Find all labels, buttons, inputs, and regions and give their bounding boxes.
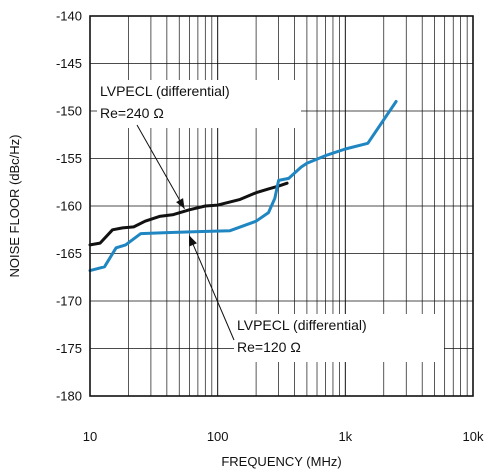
tick-labels: -140 -145 -150 -155 -160 -165 -170 -175 -180 10 10…: [56, 9, 484, 445]
y-tick-label: -180: [56, 389, 82, 404]
annotation-arrow-2-head: [189, 235, 197, 247]
annotations: LVPECL (differential) Re=240 Ω LVPECL (dif…: [97, 80, 444, 362]
annotation-text-1: Re=240 Ω: [100, 105, 164, 121]
plot-frame: [89, 15, 474, 397]
annotation-arrow-2-line: [188, 235, 235, 341]
y-tick-label: -165: [56, 246, 82, 261]
annotation-arrow-1-head: [176, 198, 185, 209]
x-tick-label: 10: [83, 429, 97, 444]
annotation-box-1: [97, 80, 301, 128]
y-tick-label: -150: [56, 104, 82, 119]
annotation-text-2: Re=120 Ω: [237, 339, 301, 355]
annotation-box-2: [234, 314, 444, 362]
y-tick-label: -140: [56, 9, 82, 24]
x-tick-label: 100: [207, 429, 229, 444]
annotation-text-2: LVPECL (differential): [237, 317, 367, 333]
x-axis-label: FREQUENCY (MHz): [221, 454, 341, 469]
y-tick-label: -175: [56, 341, 82, 356]
x-tick-label: 10k: [463, 429, 484, 444]
y-axis-label: NOISE FLOOR (dBc/Hz): [7, 134, 22, 277]
series-line-1: [88, 181, 289, 247]
y-tick-label: -145: [56, 56, 82, 71]
series-line-2: [88, 100, 398, 273]
x-tick-label: 1k: [338, 429, 352, 444]
y-tick-label: -170: [56, 294, 82, 309]
annotation-text-1: LVPECL (differential): [100, 83, 230, 99]
annotation-arrow-1-line: [136, 124, 185, 210]
y-tick-label: -160: [56, 199, 82, 214]
series-lines: [88, 100, 398, 273]
y-tick-label: -155: [56, 151, 82, 166]
